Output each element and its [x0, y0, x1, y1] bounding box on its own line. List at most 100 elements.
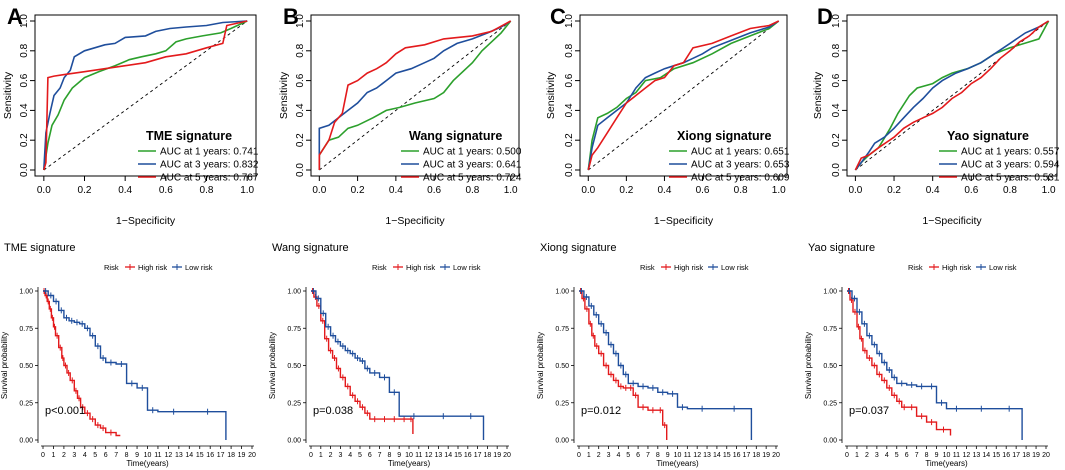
- roc-a-y-tick-label: 0.2: [19, 133, 30, 147]
- roc-c-legend-entry: AUC at 1 years: 0.651: [691, 147, 790, 158]
- roc-c-legend-title: Xiong signature: [677, 129, 772, 143]
- km-2-x-tick-label: 20: [503, 452, 511, 459]
- km-1-legend-title: Risk: [104, 263, 119, 272]
- roc-b-legend-entry: AUC at 5 years: 0.724: [423, 173, 522, 184]
- km-2-x-tick-label: 4: [348, 452, 352, 459]
- roc-b-curve-5yr: [318, 20, 512, 170]
- roc-a-legend-entry: AUC at 3 years: 0.832: [160, 160, 259, 171]
- km-3-x-tick-label: 20: [772, 452, 780, 459]
- roc-d-x-tick-label: 0.6: [964, 185, 978, 196]
- km-3-x-tick-label: 2: [597, 452, 601, 459]
- roc-c-x-tick-label: 0.6: [696, 185, 710, 196]
- roc-a-x-tick-label: 0.4: [118, 185, 132, 196]
- roc-a-y-tick-label: 0.4: [19, 103, 30, 117]
- roc-a-legend-entry: AUC at 1 years: 0.741: [160, 147, 259, 158]
- km-4-y-tick-label: 0.75: [823, 326, 837, 333]
- km-2-x-tick-label: 11: [415, 452, 422, 459]
- km-2-y-tick-label: 0.00: [287, 438, 301, 445]
- km-2-y-tick-label: 0.25: [287, 400, 301, 407]
- km-3-y-tick-label: 0.00: [555, 438, 569, 445]
- km-1-x-tick-label: 13: [175, 452, 183, 459]
- km-2-legend-title: Risk: [372, 263, 387, 272]
- roc-d-y-tick-label: 0.8: [831, 43, 842, 57]
- km-4-x-tick-label: 17: [1012, 452, 1020, 459]
- km-1-y-tick-label: 0.25: [19, 400, 33, 407]
- km-1-x-tick-label: 19: [238, 452, 246, 459]
- roc-d-frame: [846, 14, 1058, 177]
- roc-b-x-tick-label: 0.8: [465, 185, 479, 196]
- km-1-x-tick-label: 15: [196, 452, 204, 459]
- km-1-y-axis-label: Survival probability: [0, 332, 9, 399]
- roc-b-x-tick-label: 0.0: [312, 185, 326, 196]
- roc-b-legend-entry: AUC at 1 years: 0.500: [423, 147, 522, 158]
- km-3-curve-high-risk: [579, 290, 668, 440]
- km-2-x-tick-label: 6: [368, 452, 372, 459]
- roc-b-panel-letter: B: [283, 4, 299, 29]
- roc-a-frame: [34, 14, 257, 177]
- roc-b-y-axis-label: Sensitivity: [278, 71, 290, 119]
- km-3-x-tick-label: 12: [693, 452, 701, 459]
- km-1-curve-low-risk: [43, 290, 227, 440]
- km-3-p-value: p=0.012: [581, 405, 621, 417]
- roc-b-x-tick-label: 0.4: [389, 185, 403, 196]
- km-3-y-tick-label: 0.75: [555, 326, 569, 333]
- km-2-x-tick-label: 14: [444, 452, 452, 459]
- km-4-title: Yao signature: [808, 242, 875, 254]
- km-2-legend-entry-low: Low risk: [453, 263, 481, 272]
- km-4-x-tick-label: 7: [915, 452, 919, 459]
- km-1-x-tick-label: 4: [83, 452, 87, 459]
- km-3-x-tick-label: 5: [626, 452, 630, 459]
- roc-c-y-tick-label: 0.8: [564, 43, 575, 57]
- km-3-legend-entry-high: High risk: [674, 263, 703, 272]
- km-1-p-value: p<0.001: [45, 405, 85, 417]
- km-3-x-tick-label: 11: [684, 452, 691, 459]
- roc-c-y-tick-label: 1.0: [564, 14, 575, 28]
- roc-d-y-tick-label: 0.4: [831, 103, 842, 117]
- roc-b-frame: [310, 14, 520, 177]
- roc-a-curve-1yr: [43, 20, 248, 171]
- km-1-legend-entry-high: High risk: [138, 263, 167, 272]
- km-2-curve-high-risk: [311, 290, 414, 434]
- roc-c-x-tick-label: 0.0: [581, 185, 595, 196]
- km-2-curve-low-risk: [311, 290, 485, 440]
- km-2-x-tick-label: 10: [405, 452, 413, 459]
- roc-c-y-axis-label: Sensitivity: [545, 71, 557, 119]
- roc-a-panel-letter: A: [7, 4, 23, 29]
- km-3-title: Xiong signature: [540, 242, 616, 254]
- km-2-x-axis-label: Time(years): [388, 459, 431, 468]
- km-4-x-tick-label: 3: [875, 452, 879, 459]
- km-2-x-tick-label: 3: [338, 452, 342, 459]
- km-4-legend-title: Risk: [908, 263, 923, 272]
- km-4-x-tick-label: 15: [992, 452, 1000, 459]
- roc-a-x-tick-label: 0.2: [78, 185, 92, 196]
- roc-d-y-axis-label: Sensitivity: [812, 71, 824, 119]
- roc-d-curve-5yr: [854, 20, 1050, 171]
- roc-d-legend-title: Yao signature: [947, 129, 1029, 143]
- km-3-y-tick-label: 0.25: [555, 400, 569, 407]
- km-2-x-tick-label: 17: [474, 452, 482, 459]
- roc-c-reference-diagonal: [588, 20, 779, 171]
- km-1-x-tick-label: 7: [114, 452, 118, 459]
- km-1-x-tick-label: 9: [135, 452, 139, 459]
- roc-b-x-tick-label: 0.2: [351, 185, 365, 196]
- km-1-title: TME signature: [4, 242, 76, 254]
- km-3-x-tick-label: 1: [587, 452, 591, 459]
- roc-a-y-tick-label: 0.6: [19, 73, 30, 87]
- km-2-p-value: p=0.038: [313, 405, 353, 417]
- km-1-y-tick-label: 0.00: [19, 438, 33, 445]
- roc-c-x-axis-label: 1−Specificity: [654, 215, 714, 227]
- roc-a-x-tick-label: 1.0: [240, 185, 254, 196]
- km-2-x-tick-label: 5: [358, 452, 362, 459]
- roc-d-y-tick-label: 0.0: [831, 163, 842, 177]
- km-4-x-tick-label: 5: [895, 452, 899, 459]
- km-2-title: Wang signature: [272, 242, 349, 254]
- km-1-x-tick-label: 14: [185, 452, 193, 459]
- roc-d-reference-diagonal: [855, 20, 1049, 171]
- km-4-x-tick-label: 14: [982, 452, 990, 459]
- roc-c-x-tick-label: 0.4: [658, 185, 672, 196]
- roc-a-x-tick-label: 0.0: [37, 185, 51, 196]
- km-1-x-tick-label: 20: [248, 452, 256, 459]
- km-4-y-axis-label: Survival probability: [804, 332, 813, 399]
- km-4-x-tick-label: 13: [972, 452, 980, 459]
- km-4-x-tick-label: 6: [905, 452, 909, 459]
